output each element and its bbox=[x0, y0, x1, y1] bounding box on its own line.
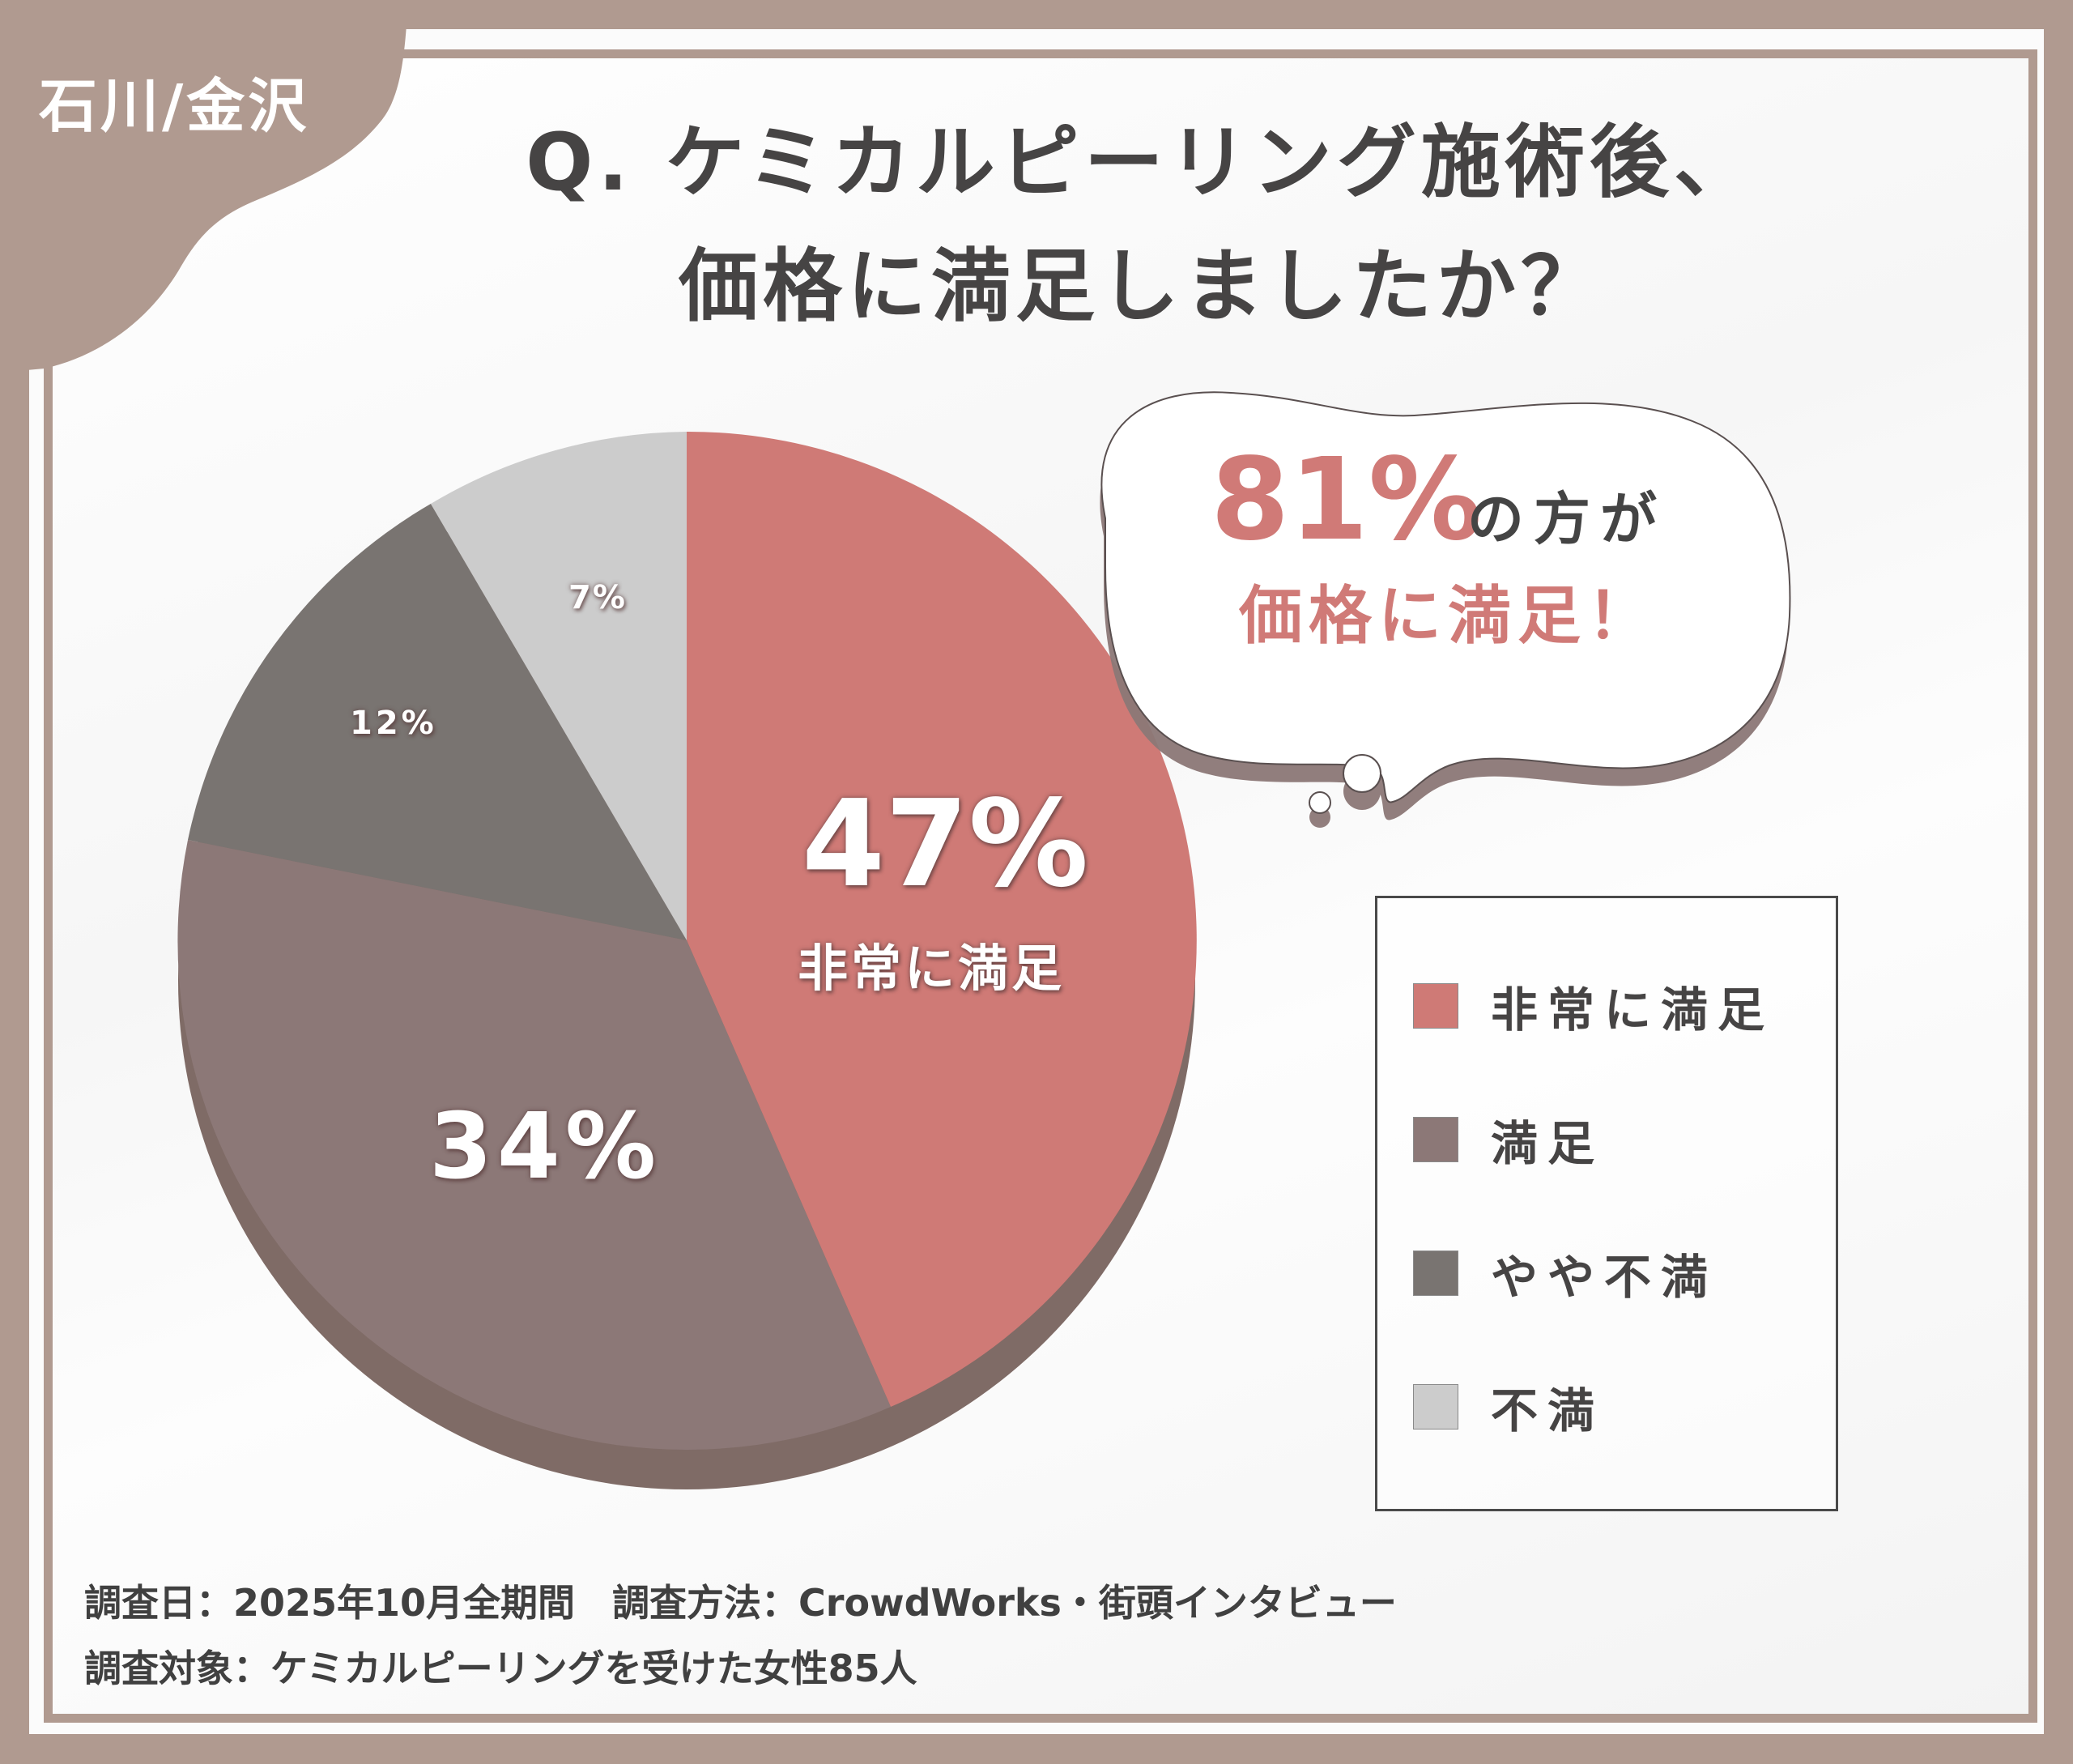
legend-label: 不満 bbox=[1491, 1383, 1605, 1438]
callout-line2: 価格に満足！ bbox=[1239, 580, 1658, 653]
legend-label: やや不満 bbox=[1491, 1250, 1718, 1305]
slice-very-satisfied[interactable] bbox=[687, 431, 1197, 1407]
legend-item-very-satisfied[interactable]: 非常に満足 bbox=[1413, 982, 1774, 1038]
callout-percent: 81% bbox=[1211, 434, 1483, 566]
slice-dissatisfied[interactable] bbox=[431, 432, 687, 940]
legend-label: 満足 bbox=[1491, 1116, 1605, 1171]
legend-swatch bbox=[1413, 1251, 1458, 1296]
slice-label-very-satisfied-name: 非常に満足 bbox=[798, 939, 1066, 998]
slice-satisfied[interactable] bbox=[177, 840, 891, 1451]
callout-bubble bbox=[1100, 391, 1791, 814]
legend-label: 非常に満足 bbox=[1491, 982, 1775, 1038]
slice-label-dissatisfied-pct: 7% bbox=[568, 579, 627, 616]
region-tag: 石川/金沢 bbox=[39, 72, 310, 140]
slice-label-somewhat-dissatisfied-pct: 12% bbox=[350, 705, 437, 742]
legend-item-somewhat-dissatisfied[interactable]: やや不満 bbox=[1413, 1249, 1718, 1305]
region-tag-shape bbox=[0, 0, 408, 373]
legend-swatch bbox=[1413, 983, 1458, 1029]
slice-label-satisfied-pct: 34% bbox=[429, 1094, 662, 1199]
footer-survey-target: 調査対象：ケミカルピーリングを受けた女性85人 bbox=[84, 1647, 917, 1690]
slice-label-very-satisfied-pct: 47% bbox=[802, 774, 1089, 914]
chart-legend: 非常に満足 満足 やや不満 不満 bbox=[1375, 896, 1838, 1511]
legend-swatch bbox=[1413, 1117, 1458, 1162]
chart-title-line2: 価格に満足しましたか？ bbox=[678, 241, 1605, 333]
footer-survey-info: 調査日：2025年10月全期間 調査方法：CrowdWorks・街頭インタビュー bbox=[84, 1581, 1397, 1625]
legend-swatch bbox=[1413, 1384, 1458, 1430]
legend-item-dissatisfied[interactable]: 不満 bbox=[1413, 1383, 1604, 1438]
callout-suffix: の方が bbox=[1467, 486, 1666, 552]
slice-somewhat-dissatisfied[interactable] bbox=[188, 504, 687, 940]
chart-title-line1: Q. ケミカルピーリング施術後、 bbox=[526, 117, 1758, 209]
legend-item-satisfied[interactable]: 満足 bbox=[1413, 1115, 1604, 1171]
